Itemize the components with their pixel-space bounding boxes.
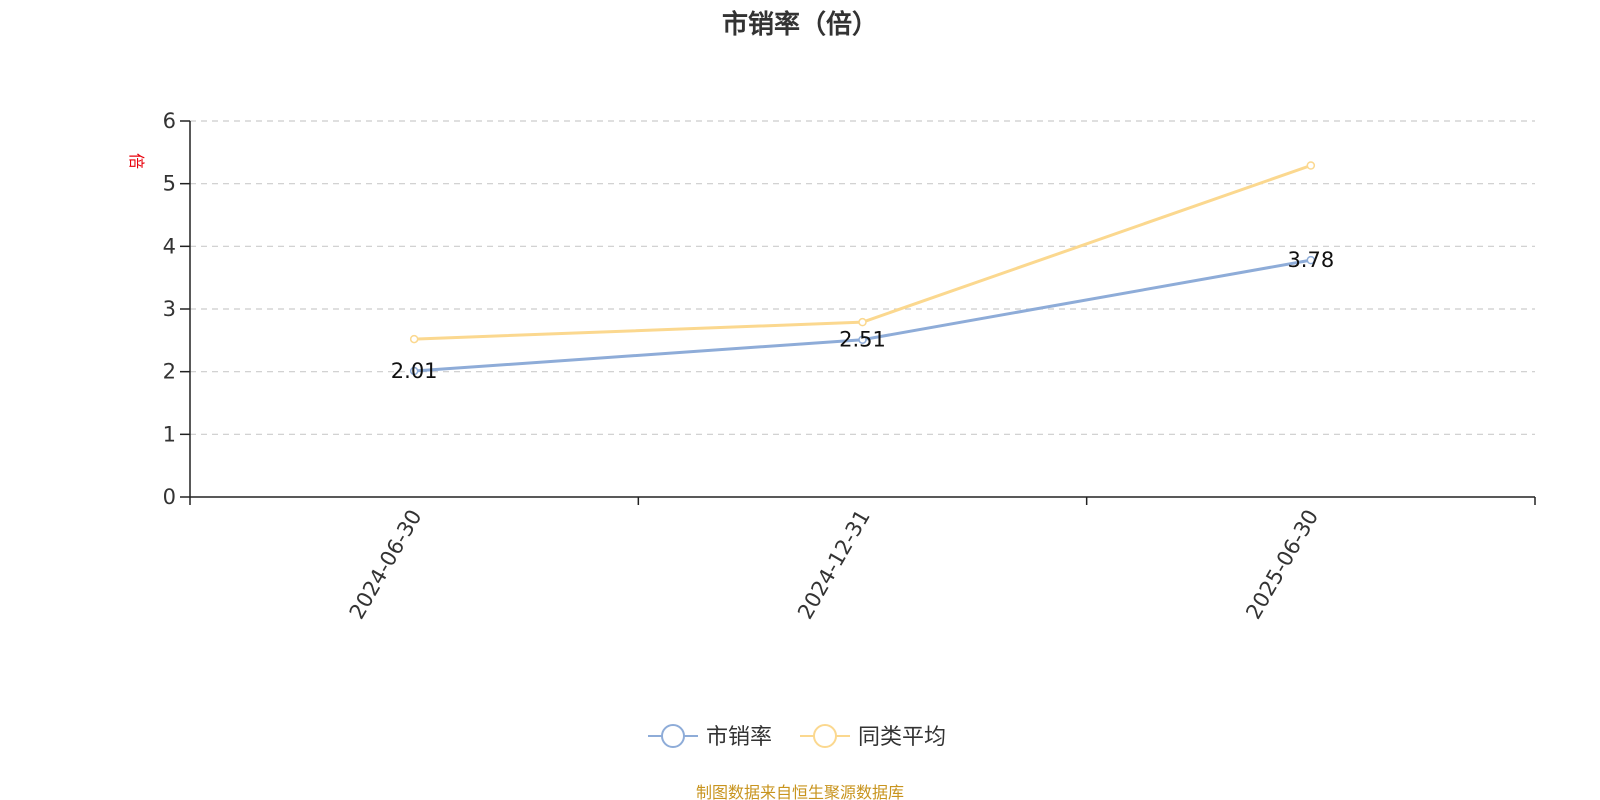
data-label: 2.51	[839, 328, 886, 352]
series-point-0[interactable]	[1306, 255, 1316, 265]
x-tick-label: 2024-06-30	[345, 506, 427, 624]
series-point-0[interactable]	[858, 335, 867, 344]
y-tick-label: 0	[163, 485, 176, 509]
x-tick-label: 2024-12-31	[793, 506, 875, 624]
data-label: 2.01	[391, 359, 438, 383]
y-tick-label: 4	[163, 234, 176, 258]
y-tick-label: 2	[163, 360, 176, 384]
series-lines	[409, 161, 1316, 376]
x-tick-label: 2025-06-30	[1241, 506, 1323, 624]
grid-lines	[190, 120, 1535, 435]
y-tick-label: 5	[163, 172, 176, 196]
series-point-0[interactable]	[409, 366, 419, 376]
series-point-1[interactable]	[858, 317, 867, 327]
legend-label: 市销率	[706, 725, 772, 750]
legend-marker-icon	[661, 724, 685, 748]
legend[interactable]: 市销率 同类平均	[648, 724, 946, 750]
y-tick-label: 6	[163, 109, 176, 133]
data-label: 3.78	[1287, 248, 1334, 272]
series-line-1	[414, 164, 1312, 341]
data-labels: 2.01 2.51 3.78	[391, 248, 1334, 383]
y-axis-unit-label: 倍	[127, 153, 146, 169]
y-tick-label: 3	[163, 297, 176, 321]
chart-title: 市销率（倍）	[722, 9, 878, 40]
y-tick-label: 1	[163, 422, 176, 446]
axes: 0 1 2 3 4 5 6 2024-06-30 2024-12-31 2025-06-30	[163, 109, 1536, 624]
legend-item-0[interactable]: 市销率	[648, 724, 772, 750]
series-point-1[interactable]	[409, 334, 419, 344]
source-note: 制图数据来自恒生聚源数据库	[696, 783, 904, 800]
series-line-0	[414, 258, 1312, 373]
series-point-1[interactable]	[1306, 161, 1316, 170]
legend-item-1[interactable]: 同类平均	[800, 724, 946, 750]
legend-marker-icon	[813, 724, 837, 748]
legend-label: 同类平均	[858, 725, 946, 750]
